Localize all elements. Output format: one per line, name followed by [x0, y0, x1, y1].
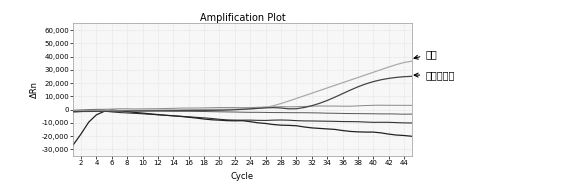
- Y-axis label: ΔRn: ΔRn: [30, 81, 39, 98]
- X-axis label: Cycle: Cycle: [231, 172, 254, 181]
- Text: 质控: 质控: [414, 49, 437, 59]
- Text: 猪源性成分: 猪源性成分: [414, 70, 455, 80]
- Title: Amplification Plot: Amplification Plot: [200, 13, 285, 23]
